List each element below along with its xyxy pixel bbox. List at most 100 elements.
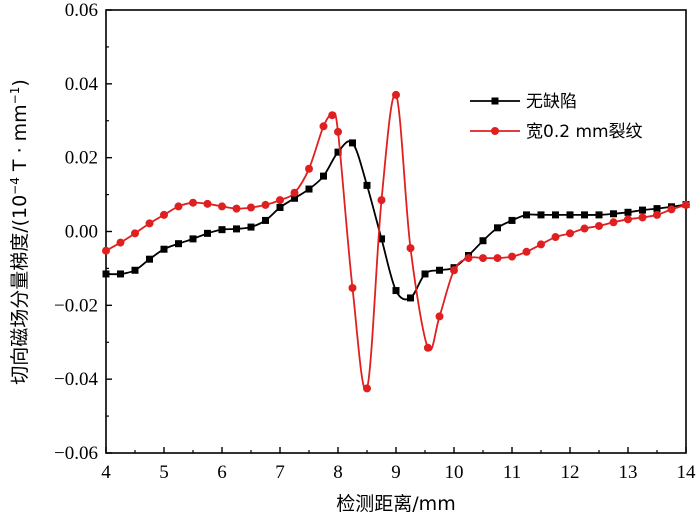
data-point: [406, 244, 415, 253]
data-point: [174, 202, 183, 211]
data-point: [610, 210, 617, 218]
series-line: [105, 140, 687, 301]
y-axis-title-close: ): [9, 79, 31, 86]
data-point: [247, 203, 255, 212]
data-point: [320, 172, 327, 180]
data-point: [537, 240, 545, 249]
data-point: [624, 208, 632, 216]
data-point: [566, 229, 574, 238]
data-point: [218, 202, 226, 211]
y-axis-title: 切向磁场分量梯度/(10−4 T · mm−1): [8, 79, 31, 385]
data-point: [262, 216, 269, 224]
y-axis-title-exponent-2: −1: [8, 87, 22, 105]
data-point: [493, 254, 502, 263]
data-point: [522, 247, 531, 256]
data-point: [146, 255, 153, 263]
legend-marker: [491, 97, 499, 105]
data-point: [328, 111, 337, 120]
y-tick-label: −0.04: [54, 369, 98, 390]
data-point: [102, 246, 110, 255]
legend-label: 无缺陷: [526, 92, 577, 112]
x-axis-title: 检测距离/mm: [336, 493, 455, 515]
data-point: [334, 127, 342, 136]
data-point: [638, 213, 647, 222]
data-point: [305, 185, 313, 193]
data-point: [334, 148, 342, 156]
data-point: [116, 238, 125, 247]
x-tick-label: 14: [677, 462, 697, 483]
series-layer: [102, 90, 690, 393]
series-2: [102, 90, 690, 393]
data-point: [276, 196, 284, 205]
x-tick-label: 5: [159, 462, 169, 483]
x-tick-label: 8: [333, 462, 343, 483]
data-point: [349, 139, 356, 147]
data-point: [566, 211, 574, 219]
data-point: [653, 210, 661, 219]
x-tick-label: 7: [275, 462, 285, 483]
data-point: [363, 384, 371, 393]
y-tick-label: −0.06: [54, 443, 98, 464]
data-point: [392, 287, 400, 295]
data-point: [682, 200, 690, 209]
x-axis-ticks: 4 5 6 7 8 9 10 11 12 13 14: [101, 447, 696, 483]
data-point: [131, 229, 139, 238]
data-point: [117, 270, 124, 278]
legend-item: 无缺陷: [470, 92, 577, 112]
data-point: [276, 204, 284, 212]
y-axis-ticks: −0.06 −0.04 −0.02 0.00 0.02 0.04 0.06: [54, 0, 112, 464]
x-tick-label: 11: [503, 462, 521, 483]
data-point: [551, 233, 560, 242]
x-tick-label: 4: [101, 462, 111, 483]
legend-marker: [491, 127, 499, 135]
x-tick-label: 12: [561, 462, 580, 483]
data-point: [595, 211, 603, 219]
y-tick-label: 0.04: [65, 74, 99, 95]
data-point: [667, 205, 676, 214]
data-point: [580, 224, 589, 233]
data-point: [218, 226, 226, 234]
data-point: [423, 343, 432, 352]
data-point: [204, 229, 211, 237]
data-point: [552, 211, 559, 219]
y-axis-title-exponent-1: −4: [8, 177, 22, 195]
data-point: [479, 254, 487, 263]
data-point: [407, 294, 414, 302]
data-point: [436, 266, 443, 274]
data-point: [102, 270, 110, 278]
legend-item: 宽0.2 mm裂纹: [470, 122, 643, 142]
x-tick-label: 13: [619, 462, 638, 483]
data-point: [479, 237, 487, 245]
y-tick-label: 0.00: [65, 222, 98, 243]
y-axis-title-main: 切向磁场分量梯度/(10: [9, 195, 31, 385]
data-point: [392, 90, 400, 99]
x-tick-label: 6: [217, 462, 227, 483]
data-point: [609, 218, 618, 227]
x-tick-label: 10: [445, 462, 464, 483]
data-point: [508, 216, 516, 224]
data-point: [305, 164, 313, 173]
data-point: [537, 211, 545, 219]
data-point: [595, 221, 603, 230]
data-point: [494, 224, 501, 232]
data-point: [233, 225, 240, 233]
data-point: [435, 312, 444, 321]
legend-label: 宽0.2 mm裂纹: [526, 122, 643, 142]
data-point: [523, 211, 530, 219]
y-tick-label: 0.02: [65, 148, 98, 169]
plot-area-frame: [105, 9, 687, 454]
data-point: [145, 219, 154, 228]
data-point: [189, 235, 197, 243]
data-point: [653, 205, 661, 213]
data-point: [624, 215, 632, 224]
y-axis-title-unit: T · mm: [9, 104, 31, 177]
data-point: [363, 181, 371, 189]
data-point: [160, 245, 168, 253]
data-point: [348, 283, 357, 292]
data-point: [131, 266, 139, 274]
data-point: [377, 196, 386, 205]
data-point: [261, 200, 270, 209]
data-point: [581, 211, 588, 219]
